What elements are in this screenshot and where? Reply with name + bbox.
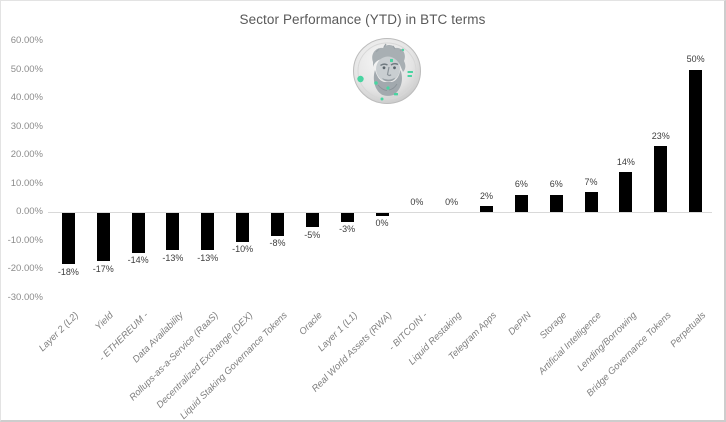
- y-tick-label: -30.00%: [7, 291, 43, 303]
- y-tick-label: -20.00%: [7, 263, 43, 274]
- bar: [131, 213, 145, 253]
- philosopher-coin-logo: [353, 38, 421, 104]
- bar: [270, 213, 284, 236]
- chart-title: Sector Performance (YTD) in BTC terms: [239, 12, 486, 27]
- bar: [201, 213, 215, 251]
- y-tick-label: 0.00%: [16, 206, 43, 217]
- category-label-text: Yield: [93, 310, 117, 333]
- bar: [61, 213, 75, 265]
- bar-value-label: -13%: [162, 252, 184, 263]
- bar-value-label: -18%: [57, 266, 79, 277]
- bar-value-label: -14%: [127, 255, 149, 266]
- category-label-text: DePIN: [506, 310, 535, 338]
- bar: [375, 213, 389, 216]
- bar-value-label: -13%: [197, 252, 219, 263]
- y-tick-label: 30.00%: [10, 120, 43, 132]
- bar: [549, 194, 563, 212]
- bar-value-label: 0%: [375, 218, 389, 229]
- bar-value-label: 14%: [616, 156, 635, 167]
- y-tick-label: 40.00%: [10, 92, 43, 103]
- bar-value-label: 50%: [686, 54, 705, 64]
- bar: [584, 192, 598, 212]
- bar-value-label: 23%: [651, 130, 670, 141]
- bar-value-label: 6%: [514, 179, 528, 190]
- category-label-text: Artificial Intelligence: [536, 310, 604, 378]
- y-tick-label: -10.00%: [7, 234, 43, 246]
- bar-value-label: 7%: [584, 176, 598, 187]
- category-label-text: Storage: [537, 310, 569, 342]
- bar-value-label: 0%: [410, 196, 424, 207]
- bar: [480, 206, 494, 212]
- bar-value-label: 6%: [549, 179, 563, 190]
- bar: [236, 213, 250, 242]
- bar-value-label: 2%: [480, 190, 494, 201]
- bar-value-label: -8%: [269, 238, 286, 249]
- bar: [305, 213, 319, 228]
- zero-axis-line: [48, 212, 712, 213]
- bar: [340, 213, 354, 222]
- bar: [96, 213, 110, 262]
- bar-value-label: -5%: [304, 229, 321, 240]
- bar: [166, 213, 180, 251]
- bar-value-label: 0%: [445, 196, 459, 207]
- bar-value-label: -10%: [232, 244, 254, 254]
- bar: [514, 194, 528, 212]
- category-label-text: Oracle: [297, 310, 326, 338]
- y-tick-label: 50.00%: [10, 63, 43, 75]
- bar-value-label: -3%: [339, 224, 356, 235]
- bar: [619, 172, 633, 212]
- category-label-text: Layer 2 (L2): [37, 310, 82, 355]
- coin-green-accents: [357, 48, 413, 101]
- y-tick-label: 10.00%: [10, 177, 43, 189]
- bar: [689, 69, 703, 212]
- category-label-text: Perpetuals: [668, 310, 709, 350]
- bar: [654, 146, 668, 212]
- coin-inner-ring: [357, 42, 417, 100]
- bar-value-label: -17%: [92, 263, 114, 274]
- y-tick-label: 60.00%: [10, 35, 43, 46]
- y-tick-label: 20.00%: [10, 149, 43, 160]
- philosopher-face: [372, 43, 406, 96]
